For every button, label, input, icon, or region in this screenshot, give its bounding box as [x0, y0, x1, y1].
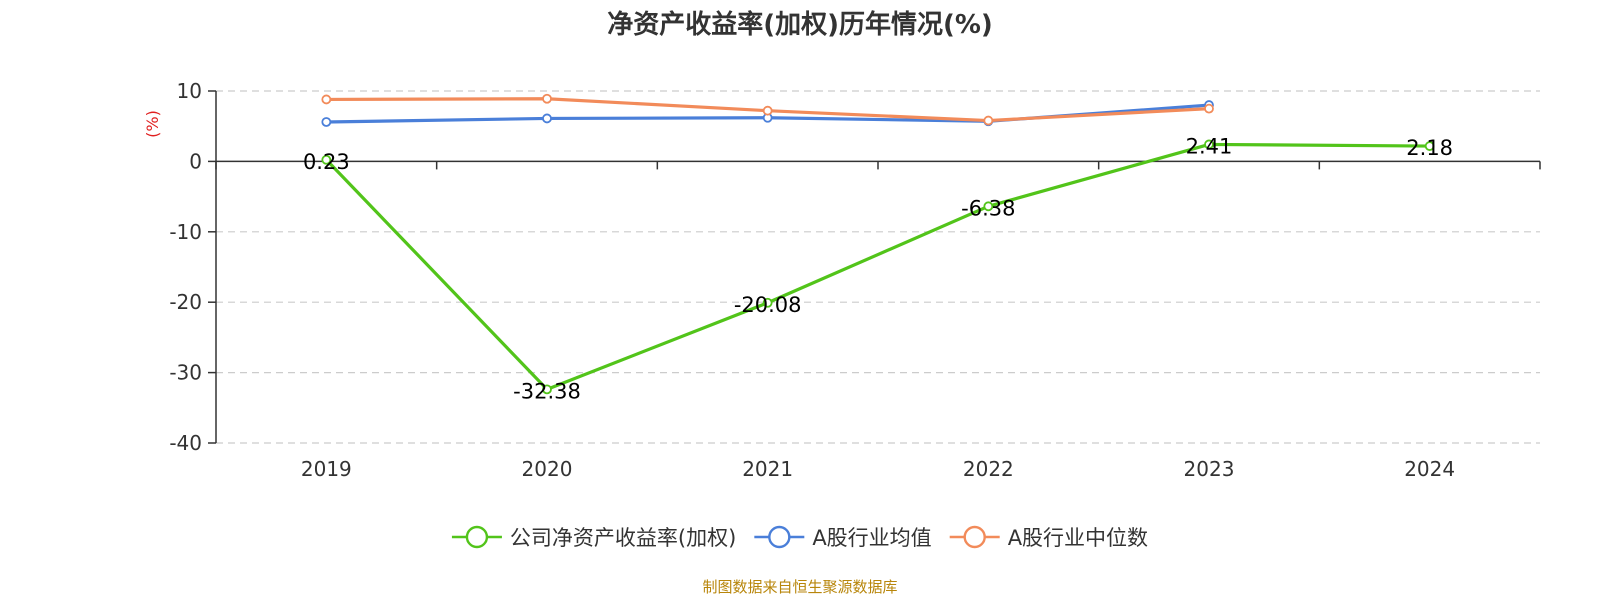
legend-marker — [465, 525, 489, 549]
y-axis-label: (%) — [143, 110, 162, 138]
data-labels: 0.23 -32.38 -20.08 -6.38 2.41 2.18 — [303, 134, 1453, 403]
data-label: 0.23 — [303, 150, 350, 174]
data-point — [762, 105, 773, 116]
y-tick-label: 0 — [189, 149, 202, 173]
data-label: -6.38 — [961, 196, 1015, 220]
data-point — [983, 115, 994, 126]
data-point — [542, 93, 552, 104]
chart-title: 净资产收益率(加权)历年情况(%) — [607, 10, 993, 40]
data-point — [542, 113, 552, 124]
x-tick-label: 2022 — [963, 457, 1014, 481]
x-tick-label: 2024 — [1404, 457, 1455, 481]
legend-label: A股行业均值 — [812, 526, 931, 550]
data-label: 2.18 — [1406, 136, 1453, 160]
legend[interactable]: 公司净资产收益率(加权) A股行业均值 A股行业中位数 — [451, 525, 1148, 550]
data-point — [1204, 103, 1214, 114]
y-tick-label: 10 — [177, 79, 202, 103]
data-label: -20.08 — [734, 293, 802, 317]
data-point — [321, 154, 332, 165]
y-tick-label: -20 — [169, 290, 202, 314]
x-tick-label: 2021 — [742, 457, 793, 481]
legend-label: A股行业中位数 — [1008, 526, 1148, 550]
x-tick-label: 2023 — [1184, 457, 1235, 481]
data-point — [983, 201, 994, 212]
data-point — [1424, 141, 1435, 151]
data-label: -32.38 — [513, 379, 581, 403]
legend-label: 公司净资产收益率(加权) — [510, 526, 736, 550]
axes: 10 0 -10 -20 -30 -40 2019 2020 2021 2022 2023 2024 — [169, 79, 1541, 481]
data-point — [542, 384, 552, 395]
grid-lines — [216, 90, 1540, 444]
y-tick-label: -10 — [169, 220, 202, 244]
data-point — [321, 117, 332, 127]
series-line — [325, 142, 1430, 391]
source-note: 制图数据来自恒生聚源数据库 — [702, 578, 897, 596]
y-tick-label: -40 — [169, 431, 202, 455]
legend-marker — [768, 525, 791, 549]
legend-item[interactable]: A股行业均值 — [754, 525, 932, 550]
data-point — [321, 94, 332, 105]
legend-item[interactable]: A股行业中位数 — [949, 525, 1148, 550]
data-point — [1204, 139, 1214, 150]
data-point — [762, 297, 773, 308]
x-tick-label: 2019 — [301, 457, 352, 481]
data-label: 2.41 — [1186, 134, 1233, 158]
legend-item[interactable]: 公司净资产收益率(加权) — [451, 525, 736, 550]
series-lines — [321, 93, 1435, 395]
x-tick-label: 2020 — [522, 457, 573, 481]
y-tick-label: -30 — [169, 361, 202, 385]
legend-marker — [963, 525, 986, 549]
